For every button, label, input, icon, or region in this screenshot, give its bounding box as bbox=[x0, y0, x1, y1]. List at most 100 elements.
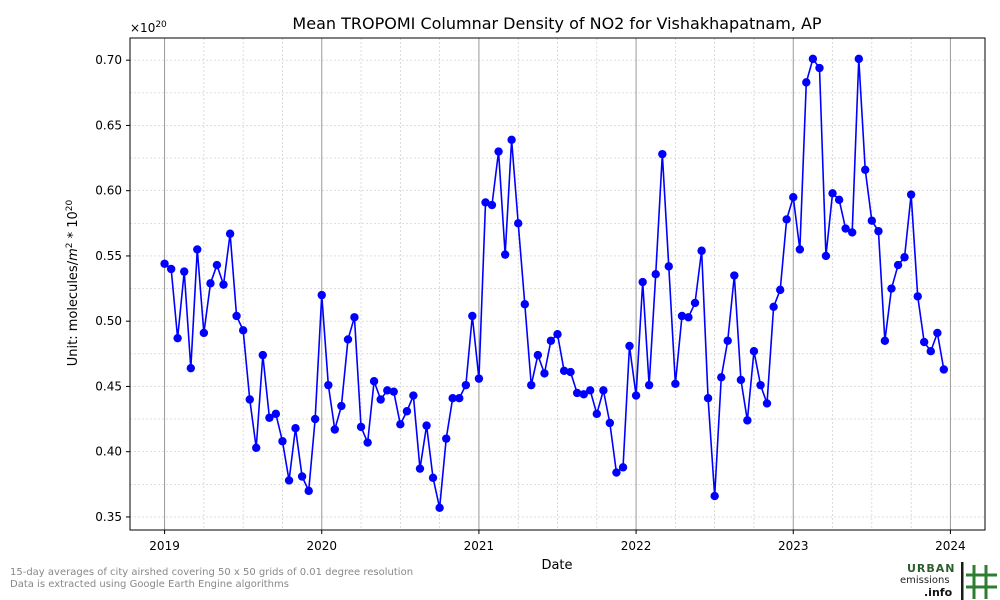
data-point bbox=[494, 147, 503, 156]
data-point bbox=[304, 486, 313, 496]
data-point bbox=[363, 438, 372, 447]
data-point bbox=[717, 373, 726, 382]
data-point bbox=[284, 476, 294, 485]
data-point bbox=[749, 347, 759, 356]
data-point bbox=[730, 271, 739, 280]
data-point bbox=[540, 369, 549, 378]
data-point bbox=[369, 377, 379, 386]
logo-text-urban: URBAN bbox=[907, 562, 956, 575]
data-point bbox=[500, 250, 510, 259]
data-point bbox=[566, 367, 575, 377]
data-point bbox=[278, 437, 287, 446]
data-point bbox=[324, 380, 333, 390]
data-point bbox=[677, 311, 687, 321]
data-point bbox=[238, 326, 248, 335]
axes: 0.35 0.40 0.45 0.50 0.55 0.60 0.65 0.70 2019 2020… bbox=[95, 37, 986, 553]
y-tick-label: 0.45 bbox=[95, 379, 122, 393]
data-point bbox=[396, 420, 405, 429]
data-point bbox=[520, 300, 530, 309]
data-point bbox=[658, 149, 667, 159]
data-point bbox=[481, 198, 490, 207]
data-point bbox=[913, 292, 922, 301]
data-point bbox=[769, 302, 778, 312]
data-point bbox=[527, 380, 536, 390]
data-point bbox=[199, 328, 209, 338]
data-point bbox=[592, 409, 601, 419]
data-point bbox=[815, 63, 824, 73]
data-point bbox=[926, 347, 935, 356]
data-point bbox=[710, 491, 719, 501]
logo-text-info: .info bbox=[924, 586, 953, 599]
data-point bbox=[631, 391, 641, 400]
data-point bbox=[795, 245, 805, 254]
data-point bbox=[166, 264, 176, 274]
x-tick-label: 2021 bbox=[464, 539, 495, 553]
grid bbox=[130, 38, 985, 530]
data-point bbox=[939, 365, 949, 374]
data-point bbox=[468, 311, 477, 321]
data-point bbox=[559, 366, 569, 375]
data-point bbox=[297, 472, 307, 481]
data-point bbox=[448, 393, 457, 403]
data-point bbox=[841, 224, 850, 233]
data-point bbox=[736, 375, 746, 385]
plot-frame bbox=[129, 37, 986, 531]
data-point bbox=[193, 245, 202, 254]
data-point bbox=[664, 262, 673, 271]
data-point bbox=[579, 390, 588, 399]
data-point bbox=[802, 78, 811, 87]
data-point bbox=[507, 135, 516, 144]
y-axis-label: Unit: molecules/m2 * 1020 bbox=[65, 199, 81, 366]
data-point bbox=[625, 341, 634, 351]
data-point bbox=[271, 409, 281, 419]
data-point bbox=[703, 393, 713, 403]
y-tick-label: 0.60 bbox=[95, 184, 122, 198]
data-point bbox=[874, 226, 883, 236]
data-point bbox=[265, 413, 274, 422]
data-point bbox=[828, 189, 837, 198]
data-point bbox=[671, 379, 680, 389]
data-point bbox=[821, 251, 831, 261]
data-point bbox=[644, 380, 654, 390]
data-point bbox=[919, 337, 929, 347]
footnote-line-1: 15-day averages of city airshed covering… bbox=[10, 567, 414, 578]
series-layer bbox=[160, 54, 949, 513]
data-point bbox=[389, 387, 398, 396]
y-tick-label: 0.70 bbox=[95, 53, 122, 67]
data-point bbox=[789, 193, 798, 202]
data-point bbox=[435, 503, 444, 513]
data-point bbox=[455, 393, 464, 403]
data-point bbox=[546, 336, 556, 345]
data-point bbox=[225, 229, 235, 238]
data-point bbox=[533, 350, 543, 360]
data-point bbox=[880, 336, 890, 345]
data-point bbox=[173, 333, 182, 343]
data-point bbox=[428, 473, 438, 482]
data-point bbox=[409, 391, 418, 400]
y-tick-label: 0.65 bbox=[95, 118, 122, 132]
y-offset-label: ×1020 bbox=[130, 20, 167, 35]
x-tick-label: 2022 bbox=[621, 539, 652, 553]
data-point bbox=[212, 260, 222, 270]
data-point bbox=[906, 190, 916, 199]
data-point bbox=[180, 267, 189, 276]
data-point bbox=[383, 386, 392, 395]
data-point bbox=[487, 200, 497, 210]
x-tick-label: 2024 bbox=[935, 539, 966, 553]
data-point bbox=[638, 277, 647, 287]
data-point bbox=[337, 401, 346, 411]
data-point bbox=[612, 468, 621, 477]
data-point bbox=[245, 395, 254, 404]
data-point bbox=[808, 54, 818, 64]
data-point bbox=[310, 414, 320, 424]
data-point bbox=[599, 386, 608, 395]
data-point bbox=[756, 380, 765, 390]
y-tick-label: 0.55 bbox=[95, 249, 122, 263]
x-axis-label: Date bbox=[541, 558, 572, 573]
data-point bbox=[206, 279, 215, 288]
data-point bbox=[252, 443, 261, 452]
data-point bbox=[330, 425, 339, 434]
data-point bbox=[442, 434, 451, 443]
chart-title: Mean TROPOMI Columnar Density of NO2 for… bbox=[292, 14, 822, 33]
